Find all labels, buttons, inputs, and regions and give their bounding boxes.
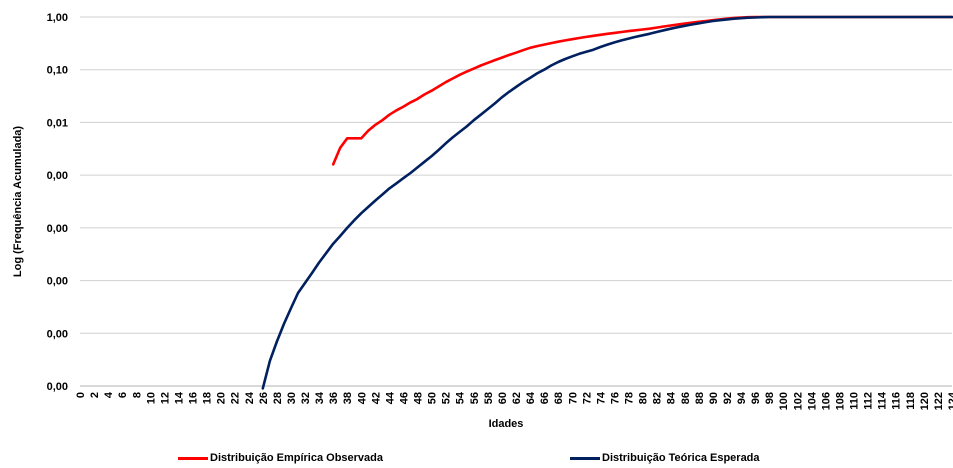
x-tick-label: 36 xyxy=(328,392,340,404)
x-tick-label: 64 xyxy=(525,391,537,404)
x-tick-label: 18 xyxy=(202,392,214,404)
series-line-empirical xyxy=(331,15,953,166)
x-tick-label: 118 xyxy=(905,392,917,410)
x-tick-label: 122 xyxy=(933,392,945,410)
x-tick-label: 100 xyxy=(778,392,790,410)
x-tick-label: 86 xyxy=(680,392,692,404)
x-tick-label: 4 xyxy=(103,391,115,398)
x-tick-label: 98 xyxy=(764,392,776,404)
x-axis-title: Idades xyxy=(489,418,524,430)
x-tick-label: 54 xyxy=(455,391,467,404)
x-tick-label: 44 xyxy=(384,391,396,404)
x-tick-label: 96 xyxy=(750,392,762,404)
x-tick-label: 6 xyxy=(117,392,129,398)
y-tick-label: 0,00 xyxy=(47,223,68,235)
x-tick-label: 34 xyxy=(314,391,326,404)
x-tick-label: 84 xyxy=(666,391,678,404)
legend-item-empirical: Distribuição Empírica Observada xyxy=(178,449,383,467)
x-tick-label: 76 xyxy=(609,392,621,404)
y-tick-label: 0,10 xyxy=(47,65,68,77)
x-tick-label: 116 xyxy=(891,392,903,410)
x-tick-label: 90 xyxy=(708,392,720,404)
x-tick-label: 102 xyxy=(792,392,804,410)
x-tick-label: 10 xyxy=(145,392,157,404)
y-tick-label: 0,00 xyxy=(47,170,68,182)
y-tick-label: 0,00 xyxy=(47,381,68,393)
x-tick-label: 42 xyxy=(370,392,382,404)
x-tick-label: 16 xyxy=(188,392,200,404)
x-tick-label: 66 xyxy=(539,392,551,404)
x-tick-label: 114 xyxy=(877,391,889,410)
x-tick-label: 50 xyxy=(427,392,439,404)
x-tick-label: 72 xyxy=(581,392,593,404)
x-tick-label: 0 xyxy=(75,392,87,398)
x-tick-label: 106 xyxy=(820,392,832,410)
legend-label-theoretical: Distribuição Teórica Esperada xyxy=(602,452,760,464)
x-tick-label: 124 xyxy=(947,391,953,410)
x-tick-label: 46 xyxy=(398,392,410,404)
x-tick-label: 12 xyxy=(159,392,171,404)
legend-swatch-empirical xyxy=(178,456,208,460)
legend-item-theoretical: Distribuição Teórica Esperada xyxy=(570,449,760,467)
x-tick-label: 70 xyxy=(567,392,579,404)
legend-label-empirical: Distribuição Empírica Observada xyxy=(210,452,384,464)
y-tick-label: 0,00 xyxy=(47,328,68,340)
x-tick-label: 28 xyxy=(272,392,284,404)
x-tick-label: 80 xyxy=(638,392,650,404)
x-tick-label: 110 xyxy=(849,392,861,410)
legend-swatch-theoretical xyxy=(570,456,600,460)
y-axis-title: Log (Frequência Acumulada) xyxy=(12,126,24,278)
x-tick-label: 56 xyxy=(469,392,481,404)
x-tick-label: 48 xyxy=(413,392,425,404)
y-tick-label: 1,00 xyxy=(47,12,68,24)
x-tick-label: 88 xyxy=(694,392,706,404)
x-tick-label: 2 xyxy=(89,392,101,398)
series-line-theoretical xyxy=(261,15,953,390)
x-tick-label: 24 xyxy=(244,391,256,404)
x-tick-label: 8 xyxy=(131,392,143,398)
x-tick-label: 104 xyxy=(806,391,818,410)
x-tick-label: 60 xyxy=(497,392,509,404)
x-tick-label: 78 xyxy=(624,392,636,404)
x-tick-label: 30 xyxy=(286,392,298,404)
y-tick-label: 0,00 xyxy=(47,276,68,288)
x-tick-label: 68 xyxy=(553,392,565,404)
x-tick-label: 62 xyxy=(511,392,523,404)
x-tick-label: 120 xyxy=(919,392,931,410)
x-tick-label: 108 xyxy=(834,392,846,410)
x-tick-label: 22 xyxy=(230,392,242,404)
x-tick-label: 74 xyxy=(595,391,607,404)
legend: Distribuição Empírica Observada Distribu… xyxy=(0,449,953,467)
x-tick-label: 82 xyxy=(652,392,664,404)
x-tick-label: 58 xyxy=(483,392,495,404)
x-tick-label: 26 xyxy=(258,392,270,404)
x-tick-label: 38 xyxy=(342,392,354,404)
x-tick-label: 20 xyxy=(216,392,228,404)
y-tick-label: 0,01 xyxy=(47,117,68,129)
x-tick-label: 94 xyxy=(736,391,748,404)
x-tick-label: 32 xyxy=(300,392,312,404)
x-tick-label: 52 xyxy=(441,392,453,404)
x-tick-label: 14 xyxy=(173,391,185,404)
x-tick-label: 92 xyxy=(722,392,734,404)
x-tick-label: 112 xyxy=(863,392,875,410)
x-tick-label: 40 xyxy=(356,392,368,404)
